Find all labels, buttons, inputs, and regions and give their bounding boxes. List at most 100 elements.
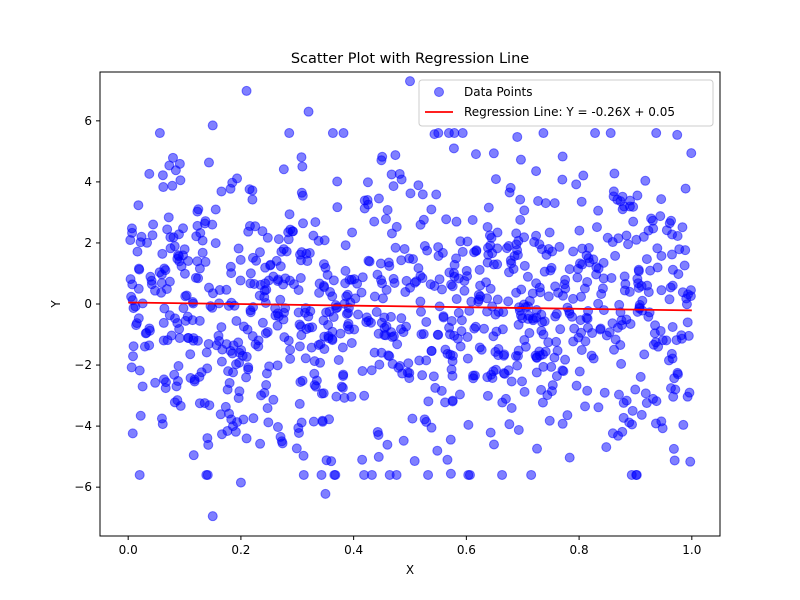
data-point bbox=[526, 469, 537, 480]
data-point bbox=[204, 400, 215, 411]
data-point bbox=[260, 278, 271, 289]
regression-line-group bbox=[128, 301, 692, 312]
data-point bbox=[415, 296, 426, 307]
data-point bbox=[605, 128, 616, 139]
x-axis-label: X bbox=[406, 563, 414, 577]
data-point bbox=[338, 128, 349, 139]
data-point bbox=[609, 168, 620, 179]
data-point bbox=[150, 285, 161, 296]
data-point bbox=[492, 243, 503, 254]
data-point bbox=[624, 286, 635, 297]
data-point bbox=[559, 279, 570, 290]
data-point bbox=[128, 303, 139, 314]
data-point bbox=[432, 329, 443, 340]
data-point bbox=[221, 339, 232, 350]
data-point bbox=[399, 243, 410, 254]
data-point bbox=[557, 418, 568, 429]
data-point bbox=[447, 350, 458, 361]
data-point bbox=[568, 246, 579, 257]
data-point bbox=[432, 445, 443, 456]
data-point bbox=[426, 204, 437, 215]
data-point bbox=[506, 376, 517, 387]
data-point bbox=[493, 306, 504, 317]
data-point bbox=[170, 165, 181, 176]
data-point bbox=[305, 306, 316, 317]
data-point bbox=[483, 202, 494, 213]
data-point bbox=[558, 366, 569, 377]
data-point bbox=[486, 232, 497, 243]
data-point bbox=[576, 196, 587, 207]
data-point bbox=[677, 222, 688, 233]
data-point bbox=[453, 307, 464, 318]
data-point bbox=[482, 221, 493, 232]
data-point bbox=[232, 173, 243, 184]
data-point bbox=[194, 263, 205, 274]
data-point bbox=[178, 303, 189, 314]
data-point bbox=[655, 211, 666, 222]
data-point bbox=[154, 128, 165, 139]
data-point bbox=[638, 231, 649, 242]
data-point bbox=[549, 198, 560, 209]
data-point bbox=[388, 181, 399, 192]
data-point bbox=[462, 353, 473, 364]
data-point bbox=[537, 349, 548, 360]
data-point bbox=[665, 383, 676, 394]
data-point bbox=[216, 322, 227, 333]
data-point bbox=[126, 291, 137, 302]
data-point bbox=[568, 336, 579, 347]
data-point bbox=[291, 443, 302, 454]
data-point bbox=[387, 332, 398, 343]
data-point bbox=[257, 317, 268, 328]
data-point bbox=[373, 328, 384, 339]
data-point bbox=[375, 258, 386, 269]
data-point bbox=[650, 320, 661, 331]
data-point bbox=[262, 232, 273, 243]
data-point bbox=[510, 350, 521, 361]
data-point bbox=[309, 368, 320, 379]
data-point bbox=[557, 151, 568, 162]
data-point bbox=[417, 189, 428, 200]
data-point bbox=[234, 357, 245, 368]
legend-box bbox=[418, 79, 714, 127]
data-point bbox=[369, 216, 380, 227]
data-point bbox=[300, 353, 311, 364]
x-tick-label: 0.8 bbox=[570, 543, 589, 557]
data-point bbox=[418, 329, 429, 340]
x-tick-label: 0.6 bbox=[457, 543, 476, 557]
data-point bbox=[503, 296, 514, 307]
data-point bbox=[297, 190, 308, 201]
data-point bbox=[446, 279, 457, 290]
data-point bbox=[519, 260, 530, 271]
data-point bbox=[210, 238, 221, 249]
data-point bbox=[350, 293, 361, 304]
data-point bbox=[656, 250, 667, 261]
data-point bbox=[568, 293, 579, 304]
data-point bbox=[319, 282, 330, 293]
data-point bbox=[647, 215, 658, 226]
data-point bbox=[306, 342, 317, 353]
data-point bbox=[519, 232, 530, 243]
data-point bbox=[279, 332, 290, 343]
data-point bbox=[593, 205, 604, 216]
data-point bbox=[338, 370, 349, 381]
data-point bbox=[628, 216, 639, 227]
data-point bbox=[601, 442, 612, 453]
data-point bbox=[616, 358, 627, 369]
data-point bbox=[295, 273, 306, 284]
y-tick-label: 0 bbox=[84, 297, 92, 311]
data-point bbox=[394, 361, 405, 372]
data-point bbox=[488, 439, 499, 450]
data-point bbox=[296, 247, 307, 258]
data-point bbox=[349, 324, 360, 335]
data-point bbox=[261, 379, 272, 390]
data-point bbox=[497, 324, 508, 335]
y-tick-label: −6 bbox=[74, 480, 92, 494]
data-point bbox=[379, 312, 390, 323]
data-point bbox=[672, 129, 683, 140]
data-point bbox=[233, 337, 244, 348]
data-point bbox=[632, 190, 643, 201]
data-point bbox=[492, 259, 503, 270]
data-point bbox=[519, 205, 530, 216]
data-point bbox=[396, 313, 407, 324]
data-point bbox=[413, 180, 424, 191]
